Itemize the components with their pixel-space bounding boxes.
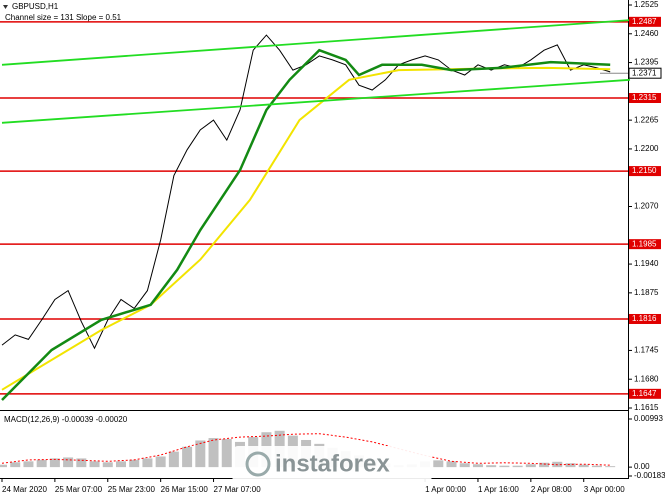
level-label-box [629,166,661,177]
macd-bar [10,462,21,468]
macd-bar [472,464,483,468]
level-label: 1.2487 [632,17,657,26]
y-tick-label: 1.2460 [634,29,659,38]
level-label-box [629,16,661,27]
y-tick-label: 0.00 [634,462,650,471]
macd-bar [578,464,589,468]
level-label: 1.2315 [632,93,657,102]
macd-bar [142,458,153,468]
y-tick-label: 1.1680 [634,374,659,383]
y-tick-label: 1.2265 [634,115,659,124]
macd-bar [0,464,7,468]
x-tick-label: 24 Mar 2020 [2,485,47,494]
last-price-label: 1.2371 [632,68,657,77]
macd-bar [36,459,47,468]
level-label-box [629,93,661,103]
x-tick-label: 26 Mar 15:00 [161,485,209,494]
watermark: instaforex [275,450,390,477]
macd-bar [208,438,219,468]
title-icon [3,5,8,9]
macd-bar [168,451,179,468]
level-label: 1.2150 [632,166,657,175]
macd-bar [23,461,34,468]
chart-title: GBPUSD,H1 [12,2,59,11]
x-tick-label: 2 Apr 08:00 [531,485,572,494]
macd-bar [221,439,232,468]
chart-subtitle: Channel size = 131 Slope = 0.51 [5,13,122,22]
macd-bar [155,456,166,468]
y-tick-label: 1.1875 [634,288,659,297]
macd-bar [605,466,616,468]
y-tick-label: -0.00183 [634,471,665,480]
macd-title: MACD(12,26,9) -0.00039 -0.00020 [4,415,128,424]
macd-bar [433,460,444,468]
macd-bar [565,463,576,468]
macd-bar [195,440,206,468]
series-line [1,19,631,66]
macd-bar [539,462,550,468]
y-tick-label: 1.2395 [634,58,659,67]
macd-bar [129,459,140,468]
macd-bar [525,464,536,468]
series-line [1,78,631,124]
x-tick-label: 25 Mar 23:00 [108,485,156,494]
level-label: 1.1985 [632,239,657,248]
watermark-backdrop [232,446,432,482]
y-tick-label: 1.1615 [634,403,659,412]
macd-bar [512,465,523,468]
series-line [1,433,611,466]
y-tick-label: 1.1940 [634,259,659,268]
y-tick-label: 1.2070 [634,202,659,211]
macd-bar [102,462,113,468]
x-tick-label: 3 Apr 00:00 [584,485,625,494]
macd-bar [63,457,74,468]
macd-bar [76,458,87,468]
level-label: 1.1647 [632,389,657,398]
y-tick-label: 1.2525 [634,0,659,9]
series-line [1,48,611,401]
macd-bar [591,465,602,468]
macd-bar [486,465,497,468]
y-tick-label: 0.00993 [634,414,663,423]
macd-bar [115,461,126,468]
level-label-box [629,388,661,399]
macd-bar [446,461,457,468]
watermark-icon [245,451,271,477]
macd-bar [499,465,510,468]
last-price-box [628,67,662,79]
macd-bar [49,458,60,468]
x-tick-label: 27 Mar 07:00 [214,485,262,494]
macd-bar [182,446,193,468]
macd-bar [459,463,470,468]
level-label-box [629,313,661,324]
macd-bar [89,461,100,468]
y-tick-label: 1.1745 [634,346,659,355]
level-label: 1.1816 [632,314,657,323]
x-tick-label: 25 Mar 07:00 [55,485,103,494]
level-label-box [629,239,661,250]
y-tick-label: 1.2200 [634,144,659,153]
x-tick-label: 1 Apr 16:00 [478,485,519,494]
x-tick-label: 1 Apr 00:00 [425,485,466,494]
